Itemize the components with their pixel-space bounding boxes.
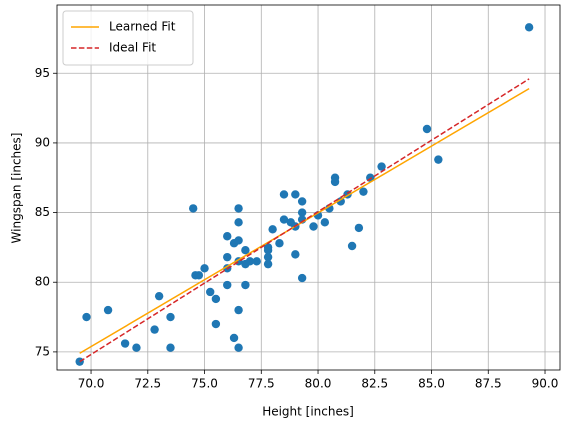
scatter-point <box>154 291 164 301</box>
scatter-point <box>234 204 243 213</box>
scatter-point <box>166 343 175 352</box>
x-tick-label: 77.5 <box>248 377 275 391</box>
x-tick-label: 85.0 <box>418 377 445 391</box>
y-tick-label: 85 <box>35 205 50 219</box>
scatter-point <box>241 245 250 255</box>
fit-line <box>79 78 530 363</box>
scatter-point <box>223 252 232 262</box>
scatter-point <box>377 162 386 171</box>
scatter-point <box>297 197 307 206</box>
scatter-point <box>330 173 340 182</box>
scatter-point <box>211 319 221 329</box>
scatter-point <box>188 204 198 213</box>
y-tick-label: 80 <box>35 275 50 289</box>
scatter-point <box>229 333 239 343</box>
x-tick-label: 87.5 <box>475 377 502 391</box>
scatter-point <box>234 343 243 352</box>
x-tick-label: 90.0 <box>532 377 559 391</box>
scatter-point <box>234 236 243 245</box>
y-tick-label: 95 <box>35 66 50 80</box>
y-tick-label: 90 <box>35 135 50 149</box>
legend-label: Ideal Fit <box>109 41 156 55</box>
scatter-point <box>309 222 318 231</box>
scatter-point <box>434 155 443 164</box>
plot-frame <box>56 4 561 371</box>
y-axis-label: Wingspan [inches] <box>10 133 24 244</box>
scatter-point <box>524 23 534 32</box>
scatter-point <box>223 280 232 290</box>
scatter-point <box>166 312 175 322</box>
scatter-point <box>150 325 159 334</box>
scatter-point <box>263 259 273 269</box>
x-tick-label: 82.5 <box>361 377 388 391</box>
scatter-point <box>206 287 215 297</box>
scatter-point <box>132 343 141 352</box>
scatter-point <box>268 225 277 234</box>
x-tick-label: 75.0 <box>191 377 218 391</box>
scatter-point <box>320 218 330 227</box>
x-tick-label: 80.0 <box>305 377 332 391</box>
scatter-point <box>194 271 204 280</box>
scatter-point <box>82 312 91 322</box>
scatter-point <box>245 257 255 266</box>
scatter-point <box>297 208 307 217</box>
scatter-point <box>234 305 243 315</box>
scatter-point <box>279 190 289 199</box>
scatter-point <box>200 264 209 273</box>
scatter-point <box>291 190 300 199</box>
legend-label: Learned Fit <box>109 20 176 34</box>
legend: Learned Fit Ideal Fit <box>62 10 194 66</box>
y-tick-label: 75 <box>35 344 50 358</box>
scatter-point <box>252 257 261 266</box>
scatter-point <box>422 124 432 134</box>
scatter-point <box>263 243 273 252</box>
scatter-point <box>211 294 221 304</box>
scatter-point <box>297 273 307 283</box>
scatter-point <box>223 232 232 241</box>
x-tick-label: 72.5 <box>134 377 161 391</box>
x-axis-label: Height [inches] <box>262 405 354 419</box>
legend-box <box>62 10 194 66</box>
x-tick-label: 70.0 <box>78 377 105 391</box>
scatter-point <box>347 241 357 251</box>
scatter-point <box>103 305 113 315</box>
scatter-point <box>359 187 368 196</box>
scatter-point <box>241 280 250 290</box>
scatter-point <box>279 215 289 224</box>
scatter-point <box>291 250 300 259</box>
scatter-point <box>275 239 284 248</box>
scatter-point <box>325 204 334 213</box>
scatter-point <box>120 339 130 348</box>
scatter-point <box>354 223 364 233</box>
scatter-point <box>263 252 273 262</box>
scatter-point <box>234 218 243 227</box>
